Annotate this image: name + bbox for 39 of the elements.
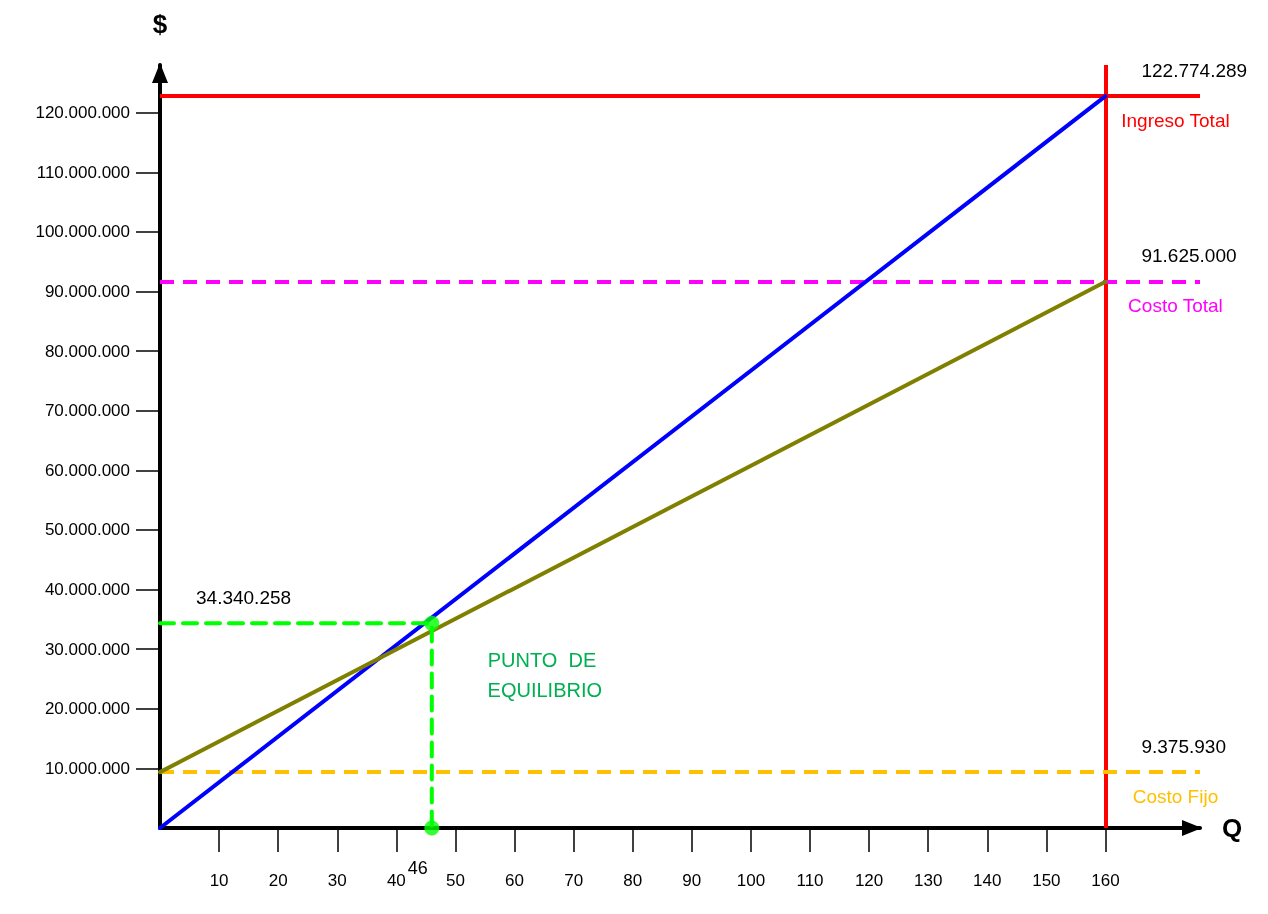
annotation: 46 [407,858,428,878]
annotation: PUNTO DE EQUILIBRIO [487,649,603,702]
y-tick-label: 110.000.000 [36,162,130,182]
y-axis-title: $ [152,9,168,39]
x-tick-label: 60 [505,871,525,890]
y-tick-label: 120.000.000 [35,103,130,123]
x-tick-label: 40 [386,871,406,890]
annotation: 9.375.930 [1141,735,1226,757]
annotation: 122.774.289 [1141,59,1248,81]
x-tick-label: 30 [327,871,347,890]
x-tick-label: 160 [1091,871,1120,890]
y-tick-label: 30.000.000 [44,639,130,659]
x-tick-label: 20 [268,871,288,890]
x-tick-label: 110 [796,871,824,890]
x-tick-label: 80 [623,871,643,890]
y-tick-label: 60.000.000 [44,460,130,480]
y-tick-label: 90.000.000 [44,282,130,302]
x-axis-title: Q [1222,813,1243,843]
annotation: 34.340.258 [196,586,292,608]
y-tick-label: 50.000.000 [44,520,130,540]
y-tick-label: 100.000.000 [35,222,130,242]
x-tick-label: 10 [209,871,229,890]
x-tick-label: 140 [973,871,1002,890]
x-tick-label: 50 [445,871,465,890]
x-tick-label: 150 [1032,871,1061,890]
ref-line-label: Costo Fijo [1132,785,1219,807]
y-tick-label: 40.000.000 [44,580,130,600]
x-tick-label: 120 [854,871,884,890]
annotation: 91.625.000 [1141,245,1237,267]
x-tick-label: 90 [682,871,702,890]
y-tick-label: 80.000.000 [44,341,130,361]
y-tick-label: 20.000.000 [44,699,130,719]
y-tick-label: 10.000.000 [44,758,130,778]
ref-line-label: Ingreso Total [1121,109,1230,131]
x-tick-label: 70 [564,871,584,890]
x-tick-label: 100 [736,871,766,890]
ref-line-label: Costo Total [1128,295,1223,317]
y-tick-label: 70.000.000 [44,401,130,421]
x-tick-label: 130 [913,871,943,890]
